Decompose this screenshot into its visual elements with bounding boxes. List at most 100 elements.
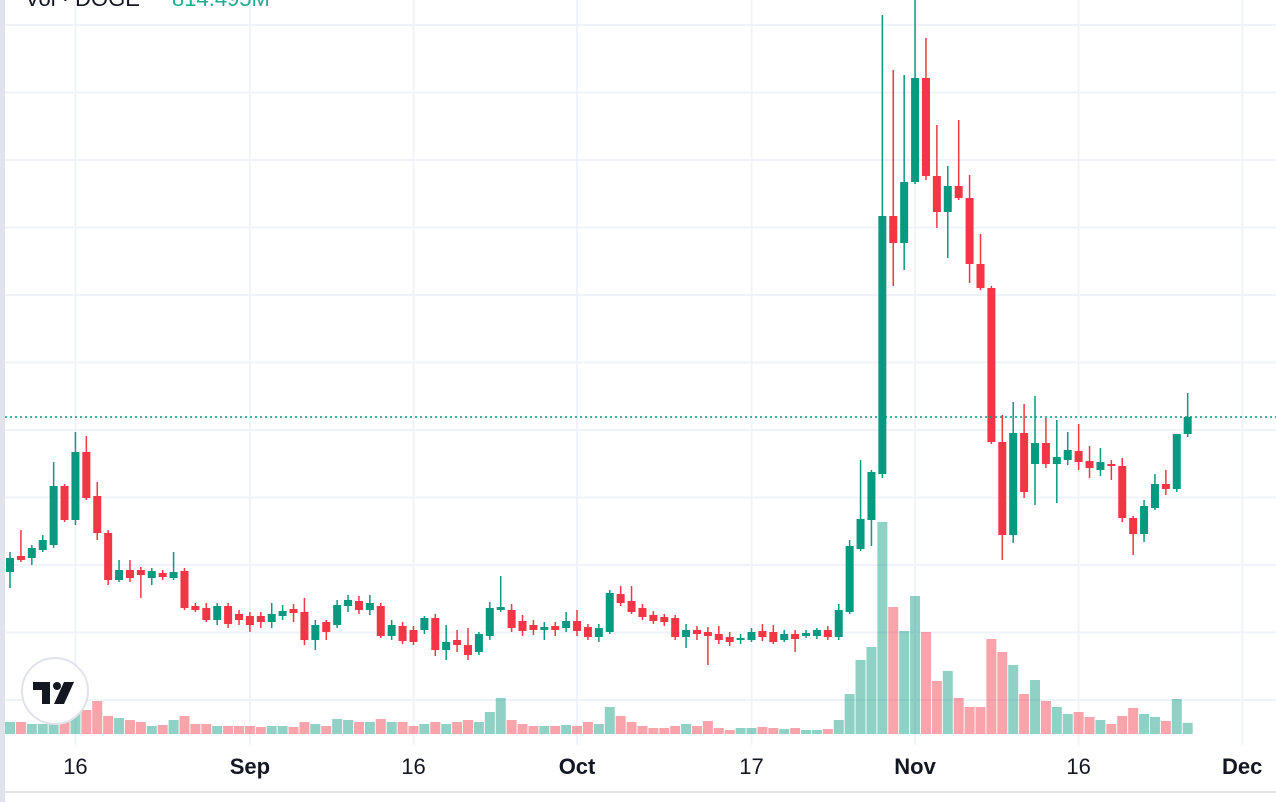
candle-body — [583, 627, 592, 637]
time-axis: 16 Sep 16 Oct 17 Nov 16 Dec — [63, 754, 1262, 779]
candle-body — [1140, 506, 1149, 534]
volume-bar — [953, 697, 964, 734]
candle-body — [856, 519, 865, 549]
candle-body — [911, 78, 920, 182]
candle-body — [1052, 457, 1061, 464]
volume-bar — [811, 729, 822, 734]
volume-bar — [517, 723, 528, 734]
logo-circle — [21, 657, 89, 725]
candle-body — [878, 216, 887, 474]
volume-bar — [746, 727, 757, 734]
candle-body — [136, 570, 145, 575]
candle-body — [736, 638, 745, 640]
candle-body — [1150, 484, 1159, 508]
candle-body — [485, 608, 494, 636]
logo-dot — [53, 682, 61, 690]
candle-body — [616, 594, 625, 603]
candle-body — [245, 616, 254, 625]
volume-bar — [659, 727, 670, 734]
candle-body — [115, 570, 124, 580]
volume-bar — [691, 725, 702, 734]
volume-bar — [1040, 700, 1051, 734]
candle-body — [300, 612, 309, 640]
candle-body — [507, 610, 516, 628]
candle-body — [943, 186, 952, 212]
volume-bar — [81, 709, 92, 734]
candle-body — [1063, 450, 1072, 460]
tradingview-logo — [21, 657, 89, 725]
candle-body — [954, 186, 963, 198]
volume-legend-value: 814.495M — [172, 0, 270, 11]
candle-body — [802, 633, 811, 636]
volume-pane — [5, 521, 1193, 734]
volume-bar — [234, 725, 245, 734]
x-tick-label: Sep — [230, 754, 270, 779]
candle-body — [16, 556, 25, 560]
x-tick-label: Oct — [559, 754, 596, 779]
candle-body — [594, 628, 603, 637]
left-edge — [0, 0, 5, 802]
candle-body — [1172, 434, 1181, 489]
candle-body — [213, 606, 222, 620]
volume-bar — [506, 719, 517, 734]
volume-bar — [1182, 722, 1193, 734]
volume-bar — [244, 725, 255, 734]
candle-body — [191, 606, 200, 610]
volume-bar — [735, 727, 746, 734]
candle-body — [82, 452, 91, 498]
candle-body — [333, 605, 342, 625]
candle-body — [1020, 433, 1029, 492]
candle-body — [60, 486, 69, 520]
candle-body — [791, 634, 800, 639]
volume-bar — [386, 721, 397, 734]
candle-body — [1085, 461, 1094, 468]
volume-bar — [310, 723, 321, 734]
volume-bar — [757, 726, 768, 734]
candle-body — [38, 540, 47, 550]
volume-bar — [582, 721, 593, 734]
candle-body — [202, 608, 211, 620]
candle-body — [1107, 464, 1116, 466]
x-tick-label: 17 — [739, 754, 763, 779]
volume-bar — [1095, 719, 1106, 734]
candle-body — [93, 496, 102, 533]
volume-bar — [855, 659, 866, 734]
candle-body — [235, 614, 244, 620]
candle-body — [692, 630, 701, 634]
candle-body — [289, 609, 298, 613]
x-tick-label: Nov — [894, 754, 936, 779]
volume-bar — [801, 729, 812, 734]
candle-body — [1009, 433, 1018, 535]
candle-body — [780, 634, 789, 640]
candle-body — [1161, 484, 1170, 489]
volume-bar — [844, 693, 855, 734]
volume-bar — [833, 719, 844, 734]
candle-body — [376, 606, 385, 636]
candle-body — [649, 615, 658, 621]
candle-body — [900, 182, 909, 243]
candle-body — [605, 593, 614, 632]
volume-bar — [1139, 713, 1150, 734]
candle-body — [573, 621, 582, 631]
volume-bar — [1128, 707, 1139, 734]
candle-body — [540, 627, 549, 630]
volume-bar — [1062, 713, 1073, 734]
candle-body — [1031, 443, 1040, 464]
volume-bar — [670, 725, 681, 734]
candle-body — [169, 572, 178, 578]
volume-bar — [604, 706, 615, 734]
candle-body — [725, 637, 734, 642]
candle-body — [638, 608, 647, 617]
candle-body — [344, 600, 353, 606]
candle-body — [987, 288, 996, 442]
volume-bar — [986, 638, 997, 734]
volume-bar — [26, 723, 37, 734]
volume-bar — [430, 721, 441, 734]
volume-bar — [1030, 679, 1041, 734]
volume-bar — [201, 723, 212, 734]
volume-bar — [92, 700, 103, 734]
candle-body — [104, 533, 113, 580]
volume-bar — [255, 726, 266, 734]
volume-bar — [37, 723, 48, 734]
